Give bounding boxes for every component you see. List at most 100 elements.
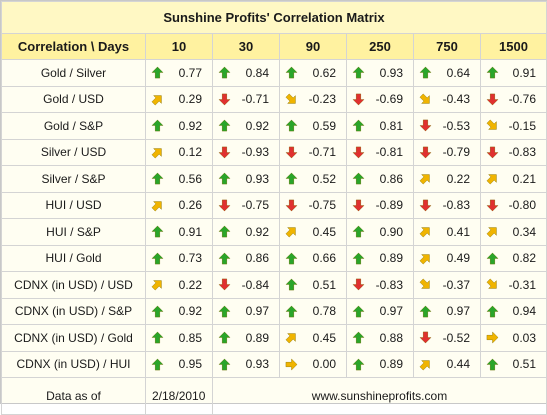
down-arrow-icon bbox=[215, 92, 233, 106]
matrix-cell: 0.03 bbox=[480, 324, 547, 352]
correlation-value: 0.88 bbox=[379, 330, 403, 345]
matrix-cell: -0.83 bbox=[480, 138, 547, 166]
matrix-cell: 0.62 bbox=[279, 59, 347, 87]
up-right-arrow-icon bbox=[148, 278, 166, 292]
up-arrow-icon bbox=[148, 225, 166, 239]
matrix-cell: 0.97 bbox=[413, 297, 481, 325]
matrix-cell: 0.12 bbox=[145, 138, 213, 166]
matrix-cell: -0.81 bbox=[346, 138, 414, 166]
matrix-cell: 0.92 bbox=[212, 218, 280, 246]
up-arrow-icon bbox=[148, 331, 166, 345]
matrix-cell: 0.22 bbox=[413, 165, 481, 193]
up-arrow-icon bbox=[148, 357, 166, 371]
matrix-cell: 0.89 bbox=[346, 244, 414, 272]
up-arrow-icon bbox=[215, 225, 233, 239]
matrix-cell: 0.49 bbox=[413, 244, 481, 272]
days-header-30: 30 bbox=[212, 33, 280, 60]
days-header-10: 10 bbox=[145, 33, 213, 60]
correlation-value: 0.03 bbox=[512, 330, 536, 345]
up-arrow-icon bbox=[282, 304, 300, 318]
matrix-cell: 0.85 bbox=[145, 324, 213, 352]
matrix-cell: 0.89 bbox=[212, 324, 280, 352]
correlation-value: -0.83 bbox=[442, 198, 470, 213]
down-arrow-icon bbox=[282, 198, 300, 212]
matrix-cell: 0.94 bbox=[480, 297, 547, 325]
correlation-value: -0.76 bbox=[508, 92, 536, 107]
correlation-value: -0.71 bbox=[241, 92, 269, 107]
matrix-cell: 0.81 bbox=[346, 112, 414, 140]
matrix-cell: 0.26 bbox=[145, 191, 213, 219]
matrix-cell: -0.31 bbox=[480, 271, 547, 299]
matrix-cell: 0.97 bbox=[212, 297, 280, 325]
down-arrow-icon bbox=[483, 145, 501, 159]
matrix-cell: -0.69 bbox=[346, 85, 414, 113]
correlation-value: 0.59 bbox=[312, 118, 336, 133]
row-label: HUI / Gold bbox=[1, 244, 146, 272]
row-label: CDNX (in USD) / S&P bbox=[1, 297, 146, 325]
matrix-cell: 0.86 bbox=[212, 244, 280, 272]
down-right-arrow-icon bbox=[416, 278, 434, 292]
up-arrow-icon bbox=[349, 66, 367, 80]
matrix-cell: 0.41 bbox=[413, 218, 481, 246]
matrix-cell: 0.59 bbox=[279, 112, 347, 140]
correlation-value: 0.89 bbox=[245, 330, 269, 345]
up-arrow-icon bbox=[349, 331, 367, 345]
up-right-arrow-icon bbox=[148, 145, 166, 159]
days-header-90: 90 bbox=[279, 33, 347, 60]
website-text: www.sunshineprofits.com bbox=[212, 377, 547, 415]
matrix-cell: 0.91 bbox=[145, 218, 213, 246]
matrix-cell: -0.80 bbox=[480, 191, 547, 219]
correlation-value: 0.62 bbox=[312, 65, 336, 80]
correlation-value: 0.97 bbox=[245, 304, 269, 319]
up-arrow-icon bbox=[349, 172, 367, 186]
up-arrow-icon bbox=[148, 251, 166, 265]
correlation-value: 0.97 bbox=[379, 304, 403, 319]
correlation-value: -0.15 bbox=[508, 118, 536, 133]
matrix-cell: 0.29 bbox=[145, 85, 213, 113]
up-right-arrow-icon bbox=[148, 198, 166, 212]
correlation-value: -0.89 bbox=[375, 198, 403, 213]
correlation-value: 0.92 bbox=[178, 304, 202, 319]
correlation-value: 0.89 bbox=[379, 251, 403, 266]
up-arrow-icon bbox=[215, 251, 233, 265]
matrix-cell: 0.45 bbox=[279, 324, 347, 352]
correlation-value: 0.78 bbox=[312, 304, 336, 319]
correlation-value: 0.82 bbox=[512, 251, 536, 266]
matrix-cell: 0.45 bbox=[279, 218, 347, 246]
down-arrow-icon bbox=[215, 198, 233, 212]
correlation-value: 0.49 bbox=[446, 251, 470, 266]
correlation-value: -0.71 bbox=[308, 145, 336, 160]
matrix-cell: 0.51 bbox=[279, 271, 347, 299]
correlation-value: 0.41 bbox=[446, 224, 470, 239]
correlation-value: 0.45 bbox=[312, 224, 336, 239]
up-arrow-icon bbox=[349, 225, 367, 239]
matrix-cell: -0.75 bbox=[212, 191, 280, 219]
matrix-cell: -0.71 bbox=[212, 85, 280, 113]
matrix-cell: 0.82 bbox=[480, 244, 547, 272]
matrix-row: CDNX (in USD) / HUI 0.95 0.93 0.00 0.89 0.44 0… bbox=[1, 350, 547, 378]
down-arrow-icon bbox=[349, 198, 367, 212]
row-label: CDNX (in USD) / Gold bbox=[1, 324, 146, 352]
up-arrow-icon bbox=[349, 304, 367, 318]
correlation-value: -0.81 bbox=[375, 145, 403, 160]
down-arrow-icon bbox=[416, 145, 434, 159]
up-arrow-icon bbox=[282, 172, 300, 186]
up-right-arrow-icon bbox=[416, 172, 434, 186]
down-arrow-icon bbox=[483, 198, 501, 212]
matrix-title: Sunshine Profits' Correlation Matrix bbox=[1, 1, 547, 34]
up-arrow-icon bbox=[483, 357, 501, 371]
matrix-row: HUI / Gold 0.73 0.86 0.66 0.89 0.49 0.82 bbox=[1, 244, 547, 272]
days-header-750: 750 bbox=[413, 33, 481, 60]
row-label: HUI / USD bbox=[1, 191, 146, 219]
up-arrow-icon bbox=[282, 251, 300, 265]
correlation-value: 0.91 bbox=[512, 65, 536, 80]
correlation-value: -0.75 bbox=[241, 198, 269, 213]
matrix-cell: 0.21 bbox=[480, 165, 547, 193]
correlation-value: -0.93 bbox=[241, 145, 269, 160]
up-arrow-icon bbox=[215, 357, 233, 371]
correlation-value: 0.89 bbox=[379, 357, 403, 372]
correlation-value: 0.84 bbox=[245, 65, 269, 80]
matrix-cell: 0.86 bbox=[346, 165, 414, 193]
up-right-arrow-icon bbox=[282, 331, 300, 345]
